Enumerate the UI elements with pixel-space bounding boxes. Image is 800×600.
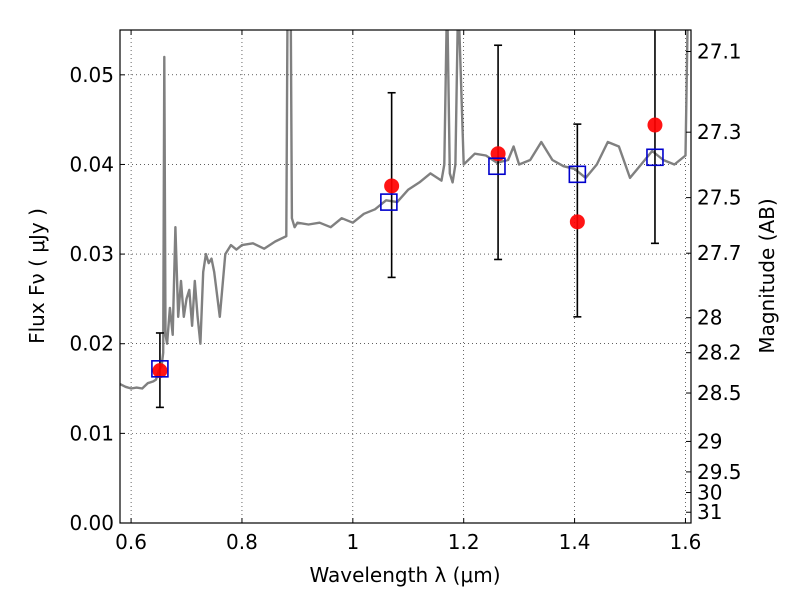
model-square	[488, 157, 506, 176]
model-square	[151, 360, 169, 378]
plot-marks	[120, 30, 689, 409]
observed-point	[569, 214, 585, 230]
plot-area	[120, 30, 691, 523]
y-tick-label: 0.00	[69, 511, 114, 535]
x-tick-label: 1.6	[670, 530, 702, 554]
y-axis-title: Flux Fν ( μJy )	[25, 208, 49, 344]
model-square	[568, 165, 587, 184]
y-tick-label: 0.03	[69, 242, 114, 266]
y-tick-label: 0.05	[69, 63, 114, 87]
right-tick-label: 29.5	[697, 460, 742, 484]
x-tick-label: 0.8	[226, 530, 258, 554]
right-tick-label: 27.3	[697, 120, 742, 144]
x-tick-label: 1	[346, 530, 359, 554]
axes: 0.6 0.8 1 1.2 1.4 1.6 0.00 0.01 0.02 0.03 0.04 0.05…	[69, 30, 742, 554]
x-axis-title: Wavelength λ (μm)	[309, 563, 500, 587]
right-tick-label: 31	[697, 500, 722, 524]
x-tick-label: 0.6	[115, 530, 147, 554]
plot-frame	[119, 29, 692, 524]
right-tick-label: 27.7	[697, 241, 742, 265]
x-tick-label: 1.2	[448, 530, 480, 554]
model-spectrum-line	[120, 30, 689, 390]
observed-point	[647, 117, 663, 133]
y-tick-label: 0.01	[69, 421, 114, 445]
right-axis-title: Magnitude (AB)	[755, 198, 779, 353]
observed-point	[384, 178, 400, 194]
right-tick-label: 28.2	[697, 341, 742, 365]
model-square	[646, 148, 664, 167]
y-tick-label: 0.02	[69, 332, 114, 356]
x-tick-label: 1.4	[559, 530, 591, 554]
right-tick-label: 30	[697, 481, 722, 505]
right-tick-label: 27.1	[697, 40, 742, 64]
right-tick-label: 27.5	[697, 186, 742, 210]
y-tick-label: 0.04	[69, 152, 114, 176]
model-square	[380, 193, 398, 211]
observed-point	[152, 363, 168, 379]
right-tick-label: 29	[697, 429, 722, 453]
right-tick-label: 28	[697, 306, 722, 330]
right-tick-label: 28.5	[697, 381, 742, 405]
